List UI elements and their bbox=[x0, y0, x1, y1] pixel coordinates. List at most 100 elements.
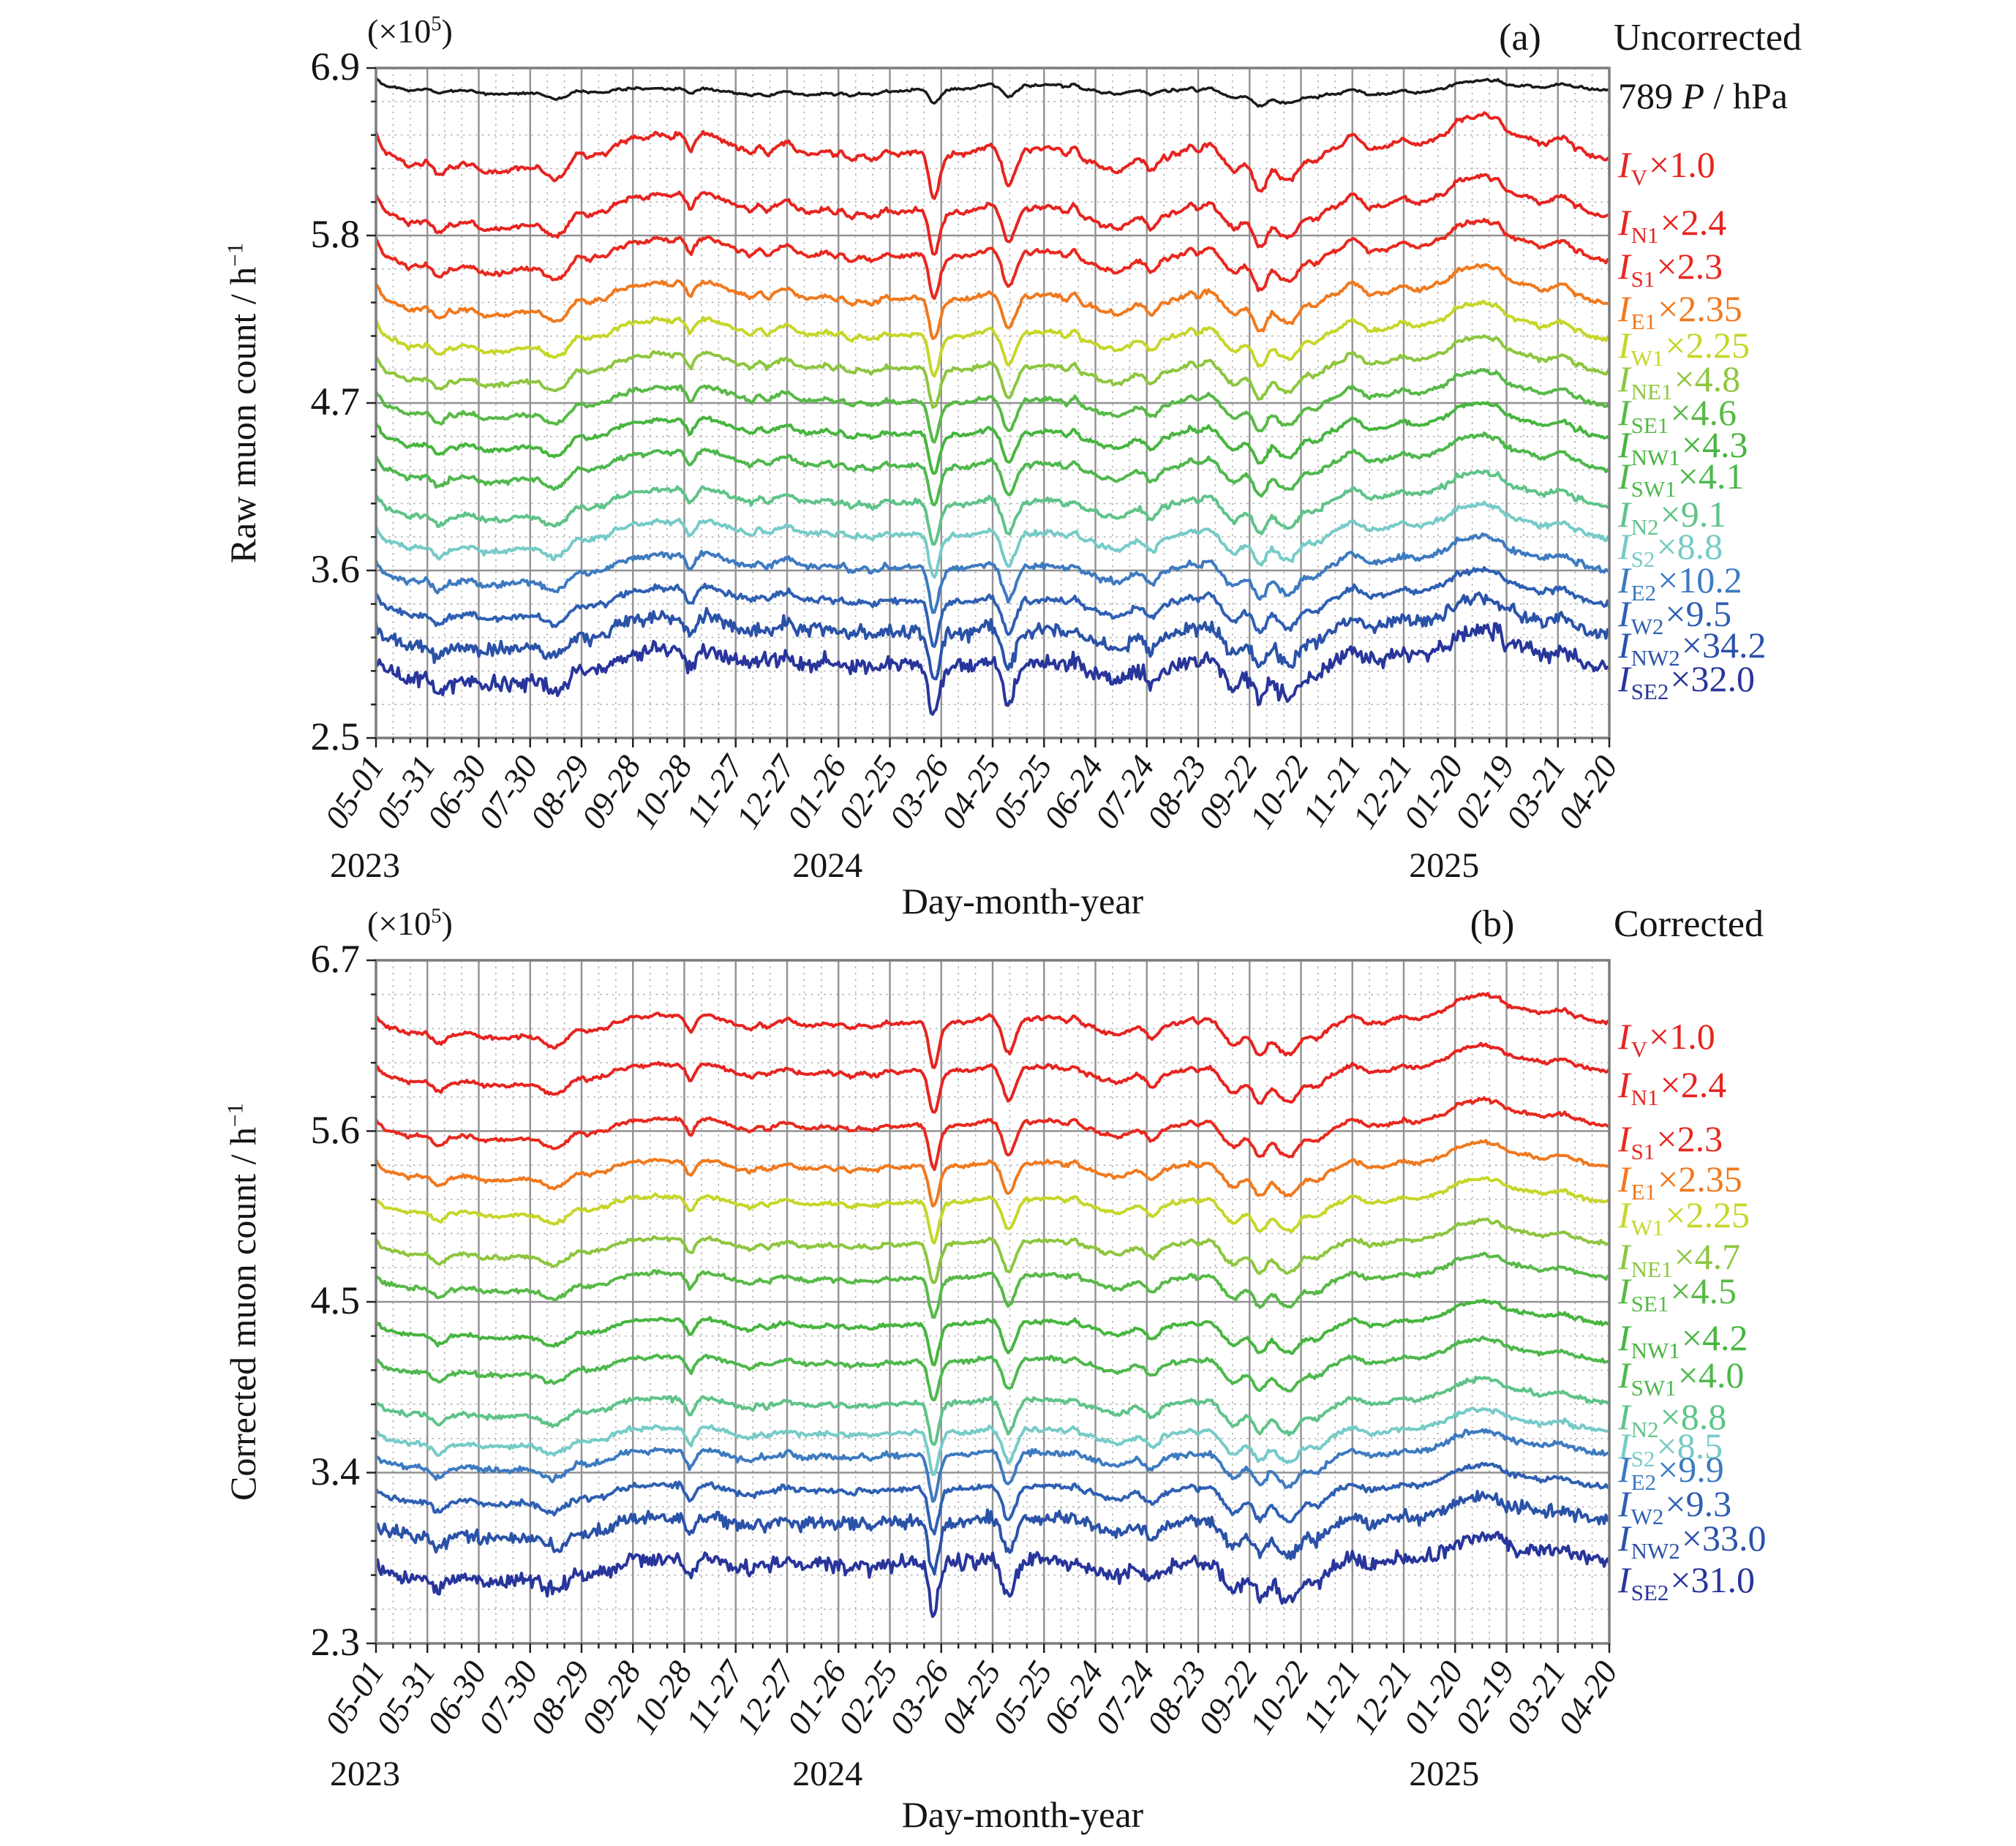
series-ise2-line bbox=[376, 1531, 1609, 1619]
legend-subscript: N2 bbox=[1631, 1417, 1659, 1443]
series-p-line bbox=[376, 76, 1609, 108]
legend-symbol: I bbox=[1618, 1194, 1631, 1236]
legend-subscript: V bbox=[1631, 1036, 1648, 1063]
major-gridlines bbox=[375, 959, 1611, 1645]
legend-factor: ×2.4 bbox=[1660, 201, 1727, 243]
legend-factor: ×9.1 bbox=[1660, 494, 1727, 535]
legend-subscript: N1 bbox=[1631, 1084, 1659, 1110]
legend-item-in2: IN2×9.1 bbox=[1618, 494, 1727, 538]
legend-subscript: E2 bbox=[1631, 579, 1657, 606]
legend-subscript: NE1 bbox=[1631, 1257, 1673, 1283]
legend-factor: ×8.8 bbox=[1660, 1396, 1727, 1438]
panel-tag-b: (b) bbox=[1470, 903, 1515, 945]
pressure-legend-symbol: P bbox=[1682, 75, 1705, 116]
y-tick-label: 2.5 bbox=[310, 715, 361, 758]
legend-factor: ×1.0 bbox=[1649, 1016, 1715, 1058]
legend-item-is2: IS2×8.5 bbox=[1618, 1428, 1723, 1470]
scale-note-exponent: 5 bbox=[431, 905, 442, 928]
year-label: 2025 bbox=[1409, 1755, 1480, 1793]
legend-symbol: I bbox=[1618, 1270, 1631, 1312]
legend-subscript: SE1 bbox=[1631, 412, 1669, 438]
legend-factor: ×2.3 bbox=[1656, 1118, 1723, 1160]
legend-symbol: I bbox=[1618, 358, 1631, 400]
legend-symbol: I bbox=[1618, 625, 1631, 666]
series-group bbox=[376, 992, 1609, 1619]
plot-area-a bbox=[366, 67, 1611, 747]
legend-item-ise1: ISE1×4.6 bbox=[1618, 394, 1737, 437]
legend-item-iw2: IW2×9.3 bbox=[1618, 1485, 1731, 1528]
legend-subscript: SW1 bbox=[1631, 476, 1677, 502]
legend-item-iv: IV×1.0 bbox=[1618, 143, 1715, 189]
series-ie2-line bbox=[376, 1428, 1609, 1503]
series-ie2-line bbox=[376, 532, 1609, 614]
y-tick-label: 6.7 bbox=[310, 937, 361, 981]
legend-factor: ×4.8 bbox=[1674, 358, 1741, 400]
legend-subscript: W1 bbox=[1631, 345, 1664, 372]
legend-subscript: NE1 bbox=[1631, 379, 1673, 405]
legend-item-inw1: INW1×4.3 bbox=[1618, 423, 1748, 469]
legend-symbol: I bbox=[1618, 1236, 1631, 1278]
legend-symbol: I bbox=[1618, 423, 1631, 465]
y-tick-label: 4.5 bbox=[310, 1278, 361, 1322]
legend-subscript: NW1 bbox=[1631, 1337, 1680, 1363]
legend-item-ise2: ISE2×31.0 bbox=[1618, 1559, 1756, 1604]
legend-symbol: I bbox=[1618, 592, 1631, 634]
legend-subscript: SE1 bbox=[1631, 1291, 1669, 1317]
legend-subscript: NW1 bbox=[1631, 444, 1680, 470]
series-iw1-line bbox=[376, 300, 1609, 378]
legend-subscript: W2 bbox=[1631, 613, 1664, 639]
legend-factor: ×31.0 bbox=[1670, 1559, 1756, 1600]
legend-item-ie1: IE1×2.35 bbox=[1618, 1159, 1742, 1203]
year-label: 2024 bbox=[792, 846, 863, 885]
legend-symbol: I bbox=[1618, 1118, 1631, 1160]
legend-item-iw1: IW1×2.25 bbox=[1618, 1194, 1750, 1239]
legend-symbol: I bbox=[1618, 143, 1631, 185]
legend-item-ie1: IE1×2.35 bbox=[1618, 290, 1742, 333]
legend-symbol: I bbox=[1618, 494, 1631, 535]
legend-subscript: N2 bbox=[1631, 514, 1659, 540]
y-tick-label: 5.8 bbox=[310, 212, 361, 256]
series-iw2-line bbox=[376, 1461, 1609, 1536]
legend-factor: ×2.4 bbox=[1660, 1063, 1727, 1105]
legend-symbol: I bbox=[1618, 1159, 1631, 1200]
scale-note-prefix: (×10 bbox=[367, 905, 432, 942]
legend-item-isw1: ISW1×4.0 bbox=[1618, 1357, 1744, 1399]
series-in2-line bbox=[376, 1375, 1609, 1447]
legend-factor: ×4.1 bbox=[1677, 456, 1745, 497]
scale-note-a: (×105) bbox=[367, 12, 453, 50]
scale-note-suffix: ) bbox=[441, 905, 453, 942]
legend-subscript: NW2 bbox=[1631, 645, 1680, 671]
year-label: 2023 bbox=[330, 846, 400, 885]
series-isw1-line bbox=[376, 431, 1609, 507]
legend-subscript: W2 bbox=[1631, 1503, 1664, 1529]
series-in1-line bbox=[376, 1041, 1609, 1114]
y-axis-label-b: Corrected muon count / h−1 bbox=[222, 1103, 264, 1501]
series-inw1-line bbox=[376, 401, 1609, 475]
legend-symbol: I bbox=[1618, 245, 1631, 287]
legend-item-isw1: ISW1×4.1 bbox=[1618, 456, 1745, 500]
series-iv-line bbox=[376, 992, 1609, 1069]
legend-item-ine1: INE1×4.7 bbox=[1618, 1236, 1740, 1281]
legend-symbol: I bbox=[1618, 201, 1631, 243]
series-ie1-line bbox=[376, 263, 1609, 340]
panel-title-a: Uncorrected bbox=[1614, 17, 1802, 59]
y-axis-label-exponent: −1 bbox=[222, 1103, 248, 1127]
legend-factor: ×2.25 bbox=[1665, 1194, 1750, 1236]
legend-factor: ×4.3 bbox=[1681, 423, 1748, 465]
legend-item-ie2: IE2×9.9 bbox=[1618, 1451, 1724, 1493]
legend-item-iw2: IW2×9.5 bbox=[1618, 592, 1731, 638]
legend-subscript: E1 bbox=[1631, 1179, 1657, 1205]
legend-item-ine1: INE1×4.8 bbox=[1618, 358, 1741, 403]
series-is1-line bbox=[376, 217, 1609, 301]
legend-factor: ×34.2 bbox=[1681, 625, 1767, 666]
legend-item-ise1: ISE1×4.5 bbox=[1618, 1270, 1737, 1315]
legend-factor: ×4.2 bbox=[1681, 1316, 1748, 1358]
x-axis-label-b: Day-month-year bbox=[901, 1794, 1144, 1835]
legend-item-in2: IN2×8.8 bbox=[1618, 1396, 1727, 1441]
legend-subscript: E2 bbox=[1631, 1469, 1657, 1496]
tick-marks bbox=[366, 67, 1611, 747]
series-inw2-line bbox=[376, 1490, 1609, 1576]
legend-subscript: V bbox=[1631, 164, 1648, 190]
legend-symbol: I bbox=[1618, 325, 1631, 366]
